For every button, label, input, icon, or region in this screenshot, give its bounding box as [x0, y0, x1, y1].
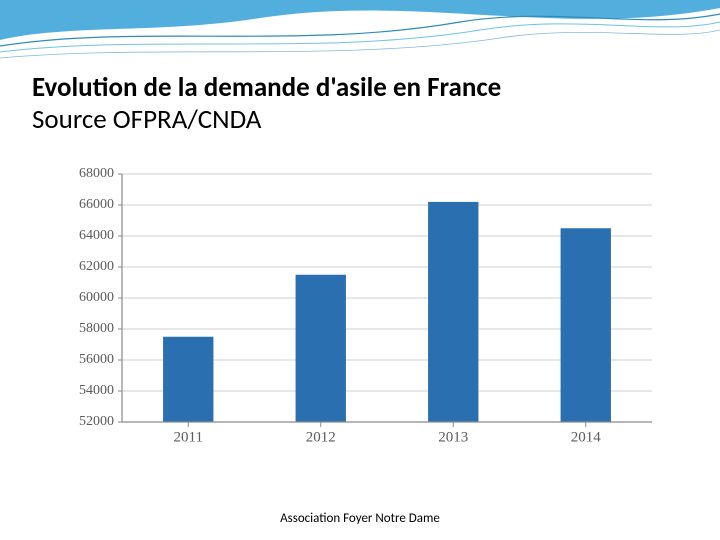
- y-axis-label: 58000: [79, 321, 114, 336]
- y-axis-label: 68000: [79, 168, 114, 181]
- x-axis-label: 2014: [571, 430, 602, 446]
- y-axis-label: 64000: [79, 228, 114, 243]
- bar: [561, 228, 611, 422]
- slide-root: Evolution de la demande d'asile en Franc…: [0, 0, 720, 540]
- y-axis-label: 62000: [79, 259, 114, 274]
- page-subtitle: Source OFPRA/CNDA: [32, 104, 692, 136]
- x-axis-label: 2011: [174, 430, 203, 446]
- y-axis-label: 60000: [79, 290, 114, 305]
- y-axis-label: 66000: [79, 197, 114, 212]
- x-axis-label: 2012: [306, 430, 336, 446]
- header-wave-decoration: [0, 0, 720, 70]
- y-axis-label: 54000: [79, 383, 114, 398]
- y-axis-label: 56000: [79, 352, 114, 367]
- bar: [428, 202, 478, 422]
- y-axis-label: 52000: [79, 414, 114, 429]
- page-title: Evolution de la demande d'asile en Franc…: [32, 72, 692, 104]
- x-axis-label: 2013: [438, 430, 468, 446]
- title-block: Evolution de la demande d'asile en Franc…: [32, 72, 692, 137]
- bar-chart: 52000 54000 56000 58000 60000 62000 64000 66000…: [60, 168, 660, 468]
- bar: [296, 275, 346, 422]
- bar-chart-svg: 52000 54000 56000 58000 60000 62000 64000 66000…: [60, 168, 660, 468]
- bar: [163, 337, 213, 422]
- footer-text: Association Foyer Notre Dame: [0, 511, 720, 526]
